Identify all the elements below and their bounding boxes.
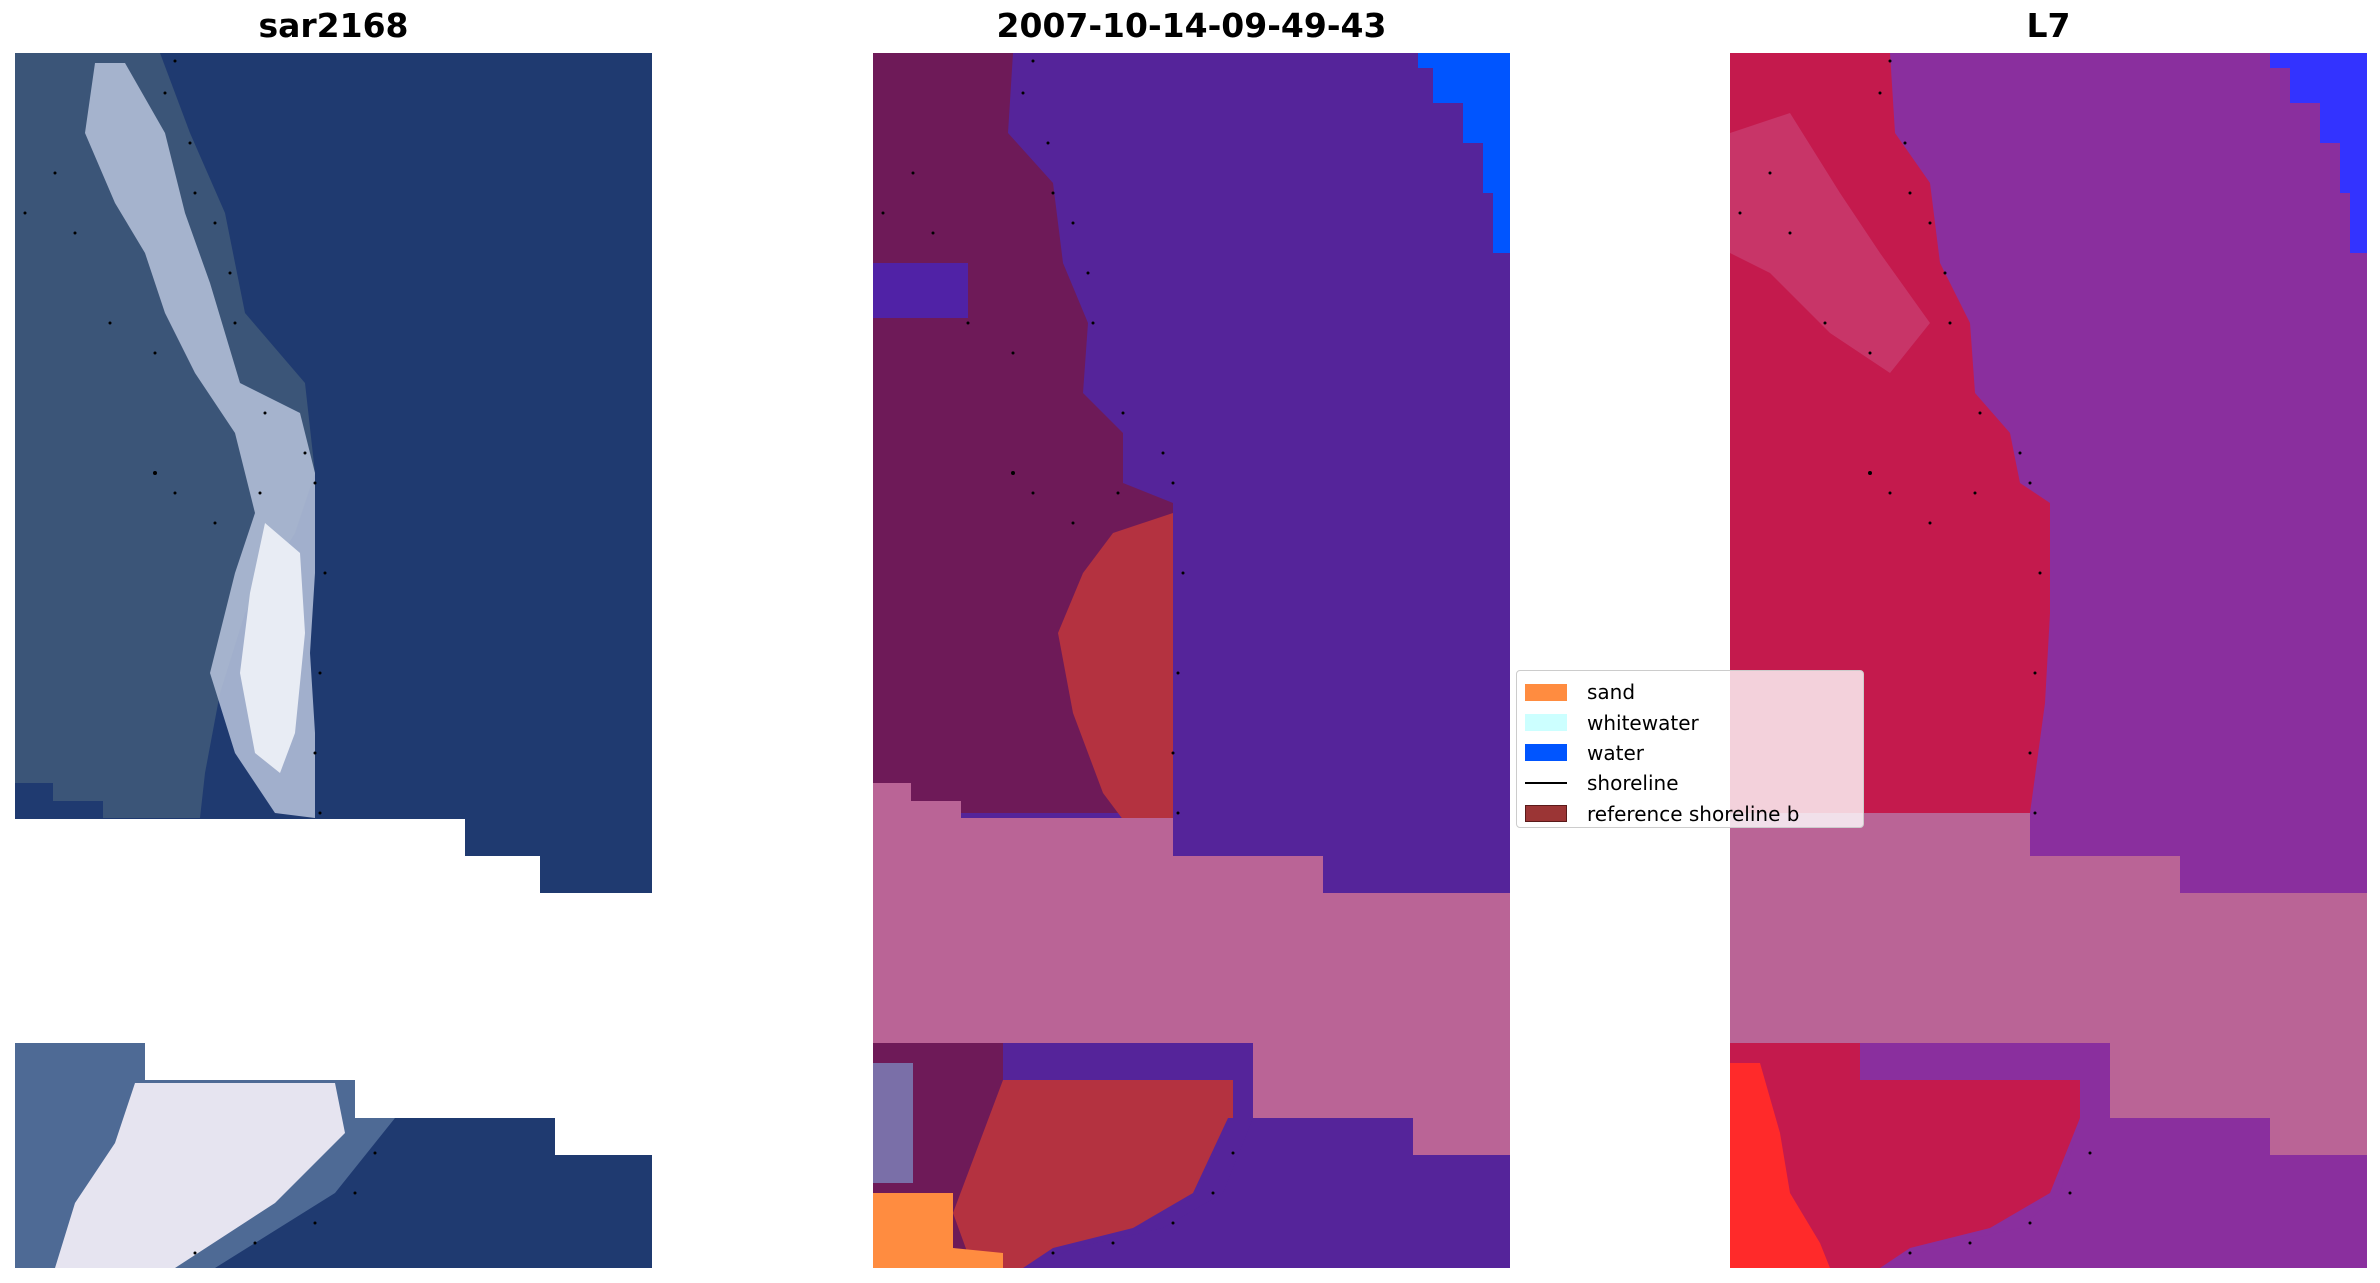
- l7-lower-water: [1890, 1118, 2367, 1268]
- l7-lower-red: [1730, 1063, 1830, 1268]
- legend-label-reference-shoreline: reference shoreline b: [1587, 801, 1800, 826]
- class-lower-orange: [873, 1193, 1003, 1268]
- panel-title-1: sar2168: [258, 6, 409, 45]
- class-shoreline: [881, 59, 1235, 1255]
- sar-image: [15, 53, 652, 1268]
- l7-panel: [1730, 53, 2367, 1268]
- legend-item-reference-shoreline: reference shoreline b: [1525, 799, 1863, 829]
- sar-bright-core: [240, 523, 305, 773]
- legend: sand whitewater water shoreline referenc…: [1516, 670, 1864, 828]
- l7-blue-corner: [2270, 53, 2367, 253]
- legend-item-shoreline: shoreline: [1525, 768, 1863, 798]
- legend-item-whitewater: whitewater: [1525, 707, 1863, 737]
- sar-image-panel: [15, 53, 652, 1268]
- l7-lower-land: [1730, 1043, 2080, 1268]
- legend-label-sand: sand: [1587, 680, 1636, 705]
- class-lower-sand: [953, 1080, 1233, 1268]
- l7-land-pink: [1730, 113, 1930, 373]
- l7-nodata-band: [1730, 813, 2367, 1155]
- panel-title-2: 2007-10-14-09-49-43: [996, 6, 1387, 45]
- sar-lower-bright: [55, 1083, 345, 1268]
- class-lower-gray: [873, 1063, 913, 1183]
- legend-swatch-reference-shoreline: [1525, 805, 1567, 823]
- legend-swatch-whitewater: [1525, 714, 1567, 732]
- class-sand-area: [1058, 513, 1173, 833]
- legend-item-water: water: [1525, 738, 1863, 768]
- class-water-topright: [1418, 53, 1510, 253]
- legend-label-shoreline: shoreline: [1587, 771, 1679, 796]
- legend-item-sand: sand: [1525, 677, 1863, 707]
- l7-image: [1730, 53, 2367, 1268]
- legend-swatch-water: [1525, 744, 1567, 762]
- sar-shoreline: [23, 59, 377, 1255]
- legend-swatch-sand: [1525, 683, 1567, 701]
- panel-title-3: L7: [2026, 6, 2071, 45]
- class-lower-water: [1033, 1118, 1510, 1268]
- classification-panel: [873, 53, 1510, 1268]
- legend-label-whitewater: whitewater: [1587, 710, 1699, 735]
- legend-line-shoreline: [1525, 782, 1567, 785]
- legend-label-water: water: [1587, 740, 1644, 765]
- l7-shoreline: [1738, 59, 2092, 1255]
- classification-image: [873, 53, 1510, 1268]
- class-nodata-band: [873, 783, 1510, 1155]
- class-blue-strip: [873, 263, 968, 318]
